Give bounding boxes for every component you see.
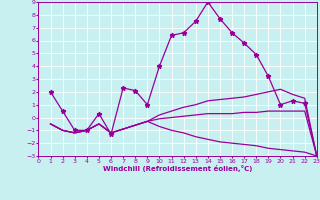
X-axis label: Windchill (Refroidissement éolien,°C): Windchill (Refroidissement éolien,°C) [103,165,252,172]
